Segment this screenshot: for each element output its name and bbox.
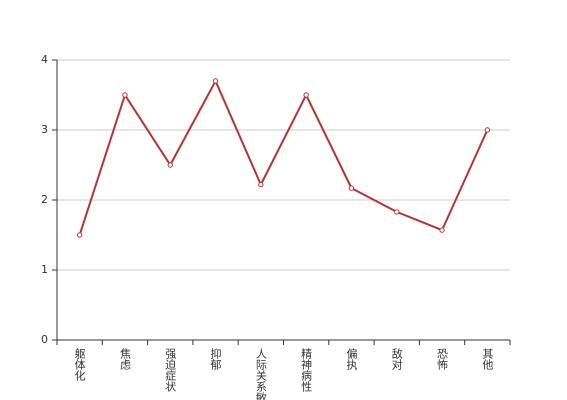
x-tick-label: 偏执	[345, 347, 358, 371]
line	[78, 78, 489, 236]
x-tick-label: 人际关系敏感	[254, 348, 267, 400]
y-tick-label: 0	[41, 333, 48, 346]
x-tick-label: 焦虑	[118, 348, 131, 370]
y-tick-label: 1	[41, 263, 48, 276]
point	[484, 127, 491, 133]
y-tick-label: 2	[41, 193, 48, 206]
point	[122, 92, 128, 98]
point	[348, 185, 355, 191]
point	[439, 227, 445, 233]
y-tick-label: 3	[41, 123, 48, 136]
x-tick-label: 精神病性	[300, 348, 313, 393]
point	[167, 162, 173, 168]
point	[212, 78, 219, 84]
point	[303, 92, 309, 98]
x-tick-label: 恐怖	[436, 348, 449, 370]
point	[76, 232, 83, 238]
x-tick-label: 其他	[481, 348, 494, 370]
point	[394, 209, 400, 215]
point	[258, 181, 264, 188]
x-tick-label: 抑郁	[209, 347, 222, 370]
x-tick-label: 强迫症状	[164, 348, 177, 392]
x-tick-label: 敌对	[390, 347, 403, 370]
y-tick-label: 4	[41, 53, 48, 66]
x-tick-label: 躯体化	[73, 348, 86, 382]
